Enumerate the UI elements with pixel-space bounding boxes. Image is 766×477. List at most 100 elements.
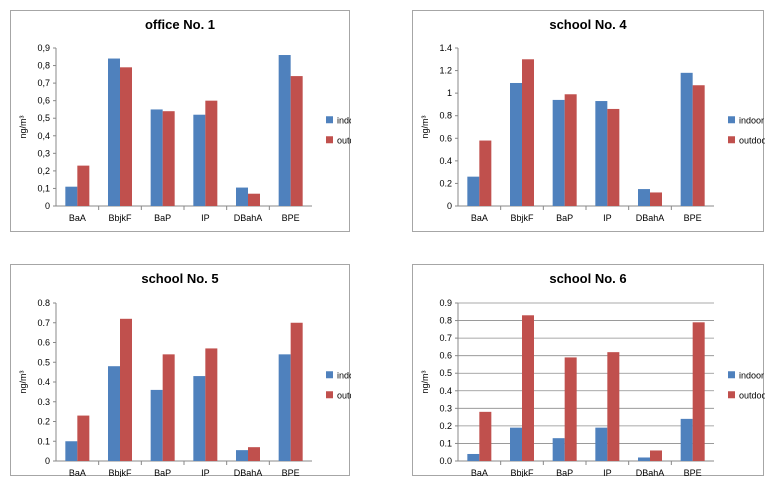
chart-plot: 0 0,1 0,2 0,3 0,4 0,5 0,6 0,7 0,8 0,9 BaA BbjkF BaP I… [18,43,351,223]
bar-outdoor-IP [607,108,620,206]
y-tick-label: 0,2 [37,166,50,176]
bar-indoor-BbjkF [108,366,120,461]
legend-label-outdoor: outdoor [739,135,765,145]
y-tick-label: 0,7 [37,78,50,88]
y-tick-label: 0.9 [439,298,452,308]
bar-indoor-BPE [278,354,291,461]
bar-indoor-BbjkF [108,58,120,207]
chart-title: office No. 1 [144,17,216,32]
bar-outdoor-BaA [77,165,90,206]
bar-indoor-BPE [278,55,291,207]
x-tick-label: DBahA [636,468,665,477]
y-tick-label: 0,9 [37,43,50,53]
x-tick-label: DBahA [636,213,665,223]
legend-swatch-indoor [728,116,735,124]
bar-outdoor-DBahA [248,193,260,206]
y-tick-label: 0,3 [37,148,50,158]
bar-outdoor-BaP [162,354,175,461]
y-axis-label: ng/m³ [420,370,430,393]
chart-title: school No. 4 [549,17,627,32]
bar-indoor-IP [595,427,608,461]
legend-label-indoor: indoor [739,370,764,380]
y-tick-label: 0.1 [439,438,452,448]
y-tick-label: 0.7 [37,318,50,328]
bar-indoor-BaA [467,453,480,461]
y-tick-label: 0.1 [37,436,50,446]
y-tick-label: 0.0 [439,456,452,466]
bar-outdoor-BPE [290,76,303,206]
y-tick-label: 0.8 [439,316,452,326]
bar-indoor-BPE [680,418,693,461]
y-tick-label: 0.6 [37,338,50,348]
legend-swatch-outdoor [326,391,333,399]
x-tick-label: BPE [684,213,702,223]
x-tick-label: BaP [154,468,171,477]
bar-outdoor-BaA [479,411,492,461]
legend-label-outdoor: outdoor [739,390,765,400]
x-tick-label: IP [603,468,612,477]
x-tick-label: BPE [684,468,702,477]
bar-outdoor-BaA [479,140,492,206]
chart-plot: 0 0.1 0.2 0.3 0.4 0.5 0.6 0.7 0.8 BaA BbjkF BaP IP DB… [18,298,351,477]
y-tick-label: 0 [45,456,50,466]
y-tick-label: 0,5 [37,113,50,123]
bar-indoor-BbjkF [510,427,522,461]
bar-indoor-DBahA [638,189,650,206]
chart-plot: 0 0.2 0.4 0.6 0.8 1 1.2 1.4 BaA BbjkF BaP IP DBahA BP… [420,43,765,223]
x-tick-label: BbjkF [510,468,534,477]
bar-outdoor-BaA [77,415,90,461]
bar-outdoor-BaP [162,111,175,206]
x-tick-label: BaA [69,468,86,477]
x-tick-label: BbjkF [510,213,534,223]
legend-swatch-outdoor [728,136,735,144]
legend-swatch-indoor [326,371,333,379]
chart-title: school No. 6 [549,271,627,286]
bar-outdoor-BPE [692,85,705,206]
bar-outdoor-BaP [564,357,577,461]
x-tick-label: BaA [69,213,86,223]
y-tick-label: 0.5 [439,368,452,378]
y-tick-label: 0.3 [439,403,452,413]
bar-outdoor-IP [607,352,620,461]
bar-indoor-BPE [680,72,693,206]
bar-outdoor-IP [205,100,218,206]
bar-outdoor-DBahA [248,447,260,461]
y-tick-label: 0,1 [37,183,50,193]
x-tick-label: BaA [471,468,488,477]
bar-outdoor-DBahA [650,450,662,461]
x-tick-label: BaA [471,213,488,223]
x-tick-label: DBahA [234,468,263,477]
y-tick-label: 0.8 [37,298,50,308]
y-tick-label: 0.8 [439,111,452,121]
legend-swatch-indoor [326,116,333,124]
bar-outdoor-BbjkF [120,67,132,206]
x-tick-label: IP [603,213,612,223]
legend-label-indoor: indoor [337,115,351,125]
y-tick-label: 0.6 [439,351,452,361]
legend-swatch-outdoor [326,136,333,144]
x-tick-label: BaP [154,213,171,223]
bar-indoor-IP [193,376,206,461]
y-axis-label: ng/m³ [420,115,430,138]
bar-indoor-BaA [467,176,480,206]
y-tick-label: 0.4 [439,386,452,396]
bar-outdoor-BbjkF [522,315,534,461]
x-tick-label: DBahA [234,213,263,223]
x-tick-label: IP [201,213,210,223]
y-tick-label: 0.3 [37,397,50,407]
y-tick-label: 0 [45,201,50,211]
bar-indoor-BaA [65,186,78,206]
bar-indoor-IP [595,101,608,206]
x-tick-label: IP [201,468,210,477]
chart-panel-school-6: school No. 6 0.0 0.1 0.2 0.3 0.4 0.5 0.6 0.7 0.8… [412,264,765,477]
y-tick-label: 0.6 [439,133,452,143]
bar-indoor-BbjkF [510,82,522,206]
x-tick-label: BPE [282,468,300,477]
bar-outdoor-IP [205,348,218,461]
y-tick-label: 0.2 [439,178,452,188]
y-tick-label: 0.2 [37,417,50,427]
legend-label-outdoor: outdoor [337,390,351,400]
bar-outdoor-BaP [564,94,577,206]
y-tick-label: 1.4 [439,43,452,53]
x-tick-label: BbjkF [108,468,132,477]
